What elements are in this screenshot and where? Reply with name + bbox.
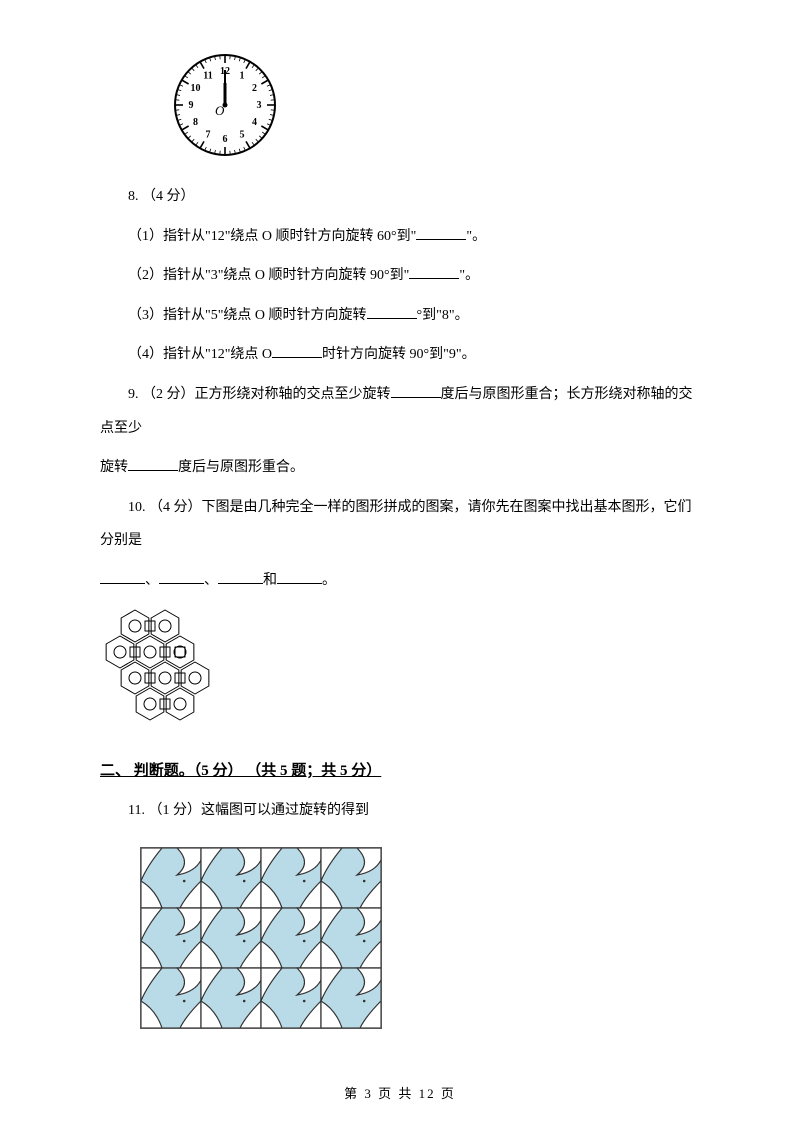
section2-title: 二、 判断题。（5 分） （共 5 题；共 5 分） — [100, 759, 700, 780]
q10-sep3: 和 — [263, 573, 277, 588]
svg-text:3: 3 — [257, 100, 262, 111]
q8-sub1-pre: （1）指针从"12"绕点 O 顺时针方向旋转 60°到" — [128, 229, 416, 244]
svg-text:2: 2 — [252, 83, 257, 94]
svg-text:7: 7 — [206, 129, 211, 140]
q8-sub2-pre: （2）指针从"3"绕点 O 顺时针方向旋转 90°到" — [128, 268, 409, 283]
q8-sub3: （3）指针从"5"绕点 O 顺时针方向旋转 °到"8"。 — [100, 299, 700, 333]
q8-label: 8. （4 分） — [100, 180, 700, 214]
q8-sub3-pre: （3）指针从"5"绕点 O 顺时针方向旋转 — [128, 308, 367, 323]
q10-line2: 、 、 和 。 — [100, 564, 700, 598]
q10-line1: 10. （4 分）下图是由几种完全一样的图形拼成的图案，请你先在图案中找出基本图… — [100, 491, 700, 558]
page-footer: 第 3 页 共 12 页 — [0, 1083, 800, 1102]
q9-pre: 9. （2 分）正方形绕对称轴的交点至少旋转 — [128, 387, 391, 402]
q9-line2-post: 度后与原图形重合。 — [178, 460, 304, 475]
q10-end: 。 — [322, 573, 336, 588]
svg-text:11: 11 — [203, 71, 212, 82]
q8-sub3-post: °到"8"。 — [417, 308, 469, 323]
q8-sub2: （2）指针从"3"绕点 O 顺时针方向旋转 90°到" "。 — [100, 259, 700, 293]
q10-sep2: 、 — [204, 573, 218, 588]
svg-text:6: 6 — [223, 134, 228, 145]
svg-text:10: 10 — [191, 83, 201, 94]
q11-figure — [140, 847, 700, 1034]
clock-svg: 121234567891011O — [170, 50, 280, 160]
q10-figure — [100, 606, 700, 741]
svg-text:8: 8 — [193, 117, 198, 128]
svg-text:4: 4 — [252, 117, 257, 128]
q8-sub1: （1）指针从"12"绕点 O 顺时针方向旋转 60°到" "。 — [100, 220, 700, 254]
blank — [100, 568, 145, 584]
q8-sub4: （4）指针从"12"绕点 O 时针方向旋转 90°到"9"。 — [100, 338, 700, 372]
tessellation-svg — [100, 606, 230, 736]
blank — [409, 263, 459, 279]
blank — [391, 382, 441, 398]
blank — [416, 224, 466, 240]
q8-sub2-post: "。 — [459, 268, 479, 283]
svg-text:9: 9 — [189, 100, 194, 111]
svg-text:5: 5 — [240, 129, 245, 140]
blank — [128, 455, 178, 471]
svg-text:1: 1 — [240, 71, 245, 82]
q11-text: 11. （1 分）这幅图可以通过旋转的得到 — [100, 794, 700, 828]
q8-sub4-post: 时针方向旋转 90°到"9"。 — [322, 347, 476, 362]
blank — [277, 568, 322, 584]
q9-line2-pre: 旋转 — [100, 460, 128, 475]
q8-sub1-post: "。 — [466, 229, 486, 244]
clock-figure: 121234567891011O — [170, 50, 700, 165]
blank — [272, 342, 322, 358]
blank — [218, 568, 263, 584]
pattern-svg — [140, 847, 382, 1029]
q10-sep1: 、 — [145, 573, 159, 588]
q8-sub4-pre: （4）指针从"12"绕点 O — [128, 347, 272, 362]
q9-line1: 9. （2 分）正方形绕对称轴的交点至少旋转度后与原图形重合；长方形绕对称轴的交… — [100, 378, 700, 445]
blank — [367, 303, 417, 319]
q9-line2: 旋转 度后与原图形重合。 — [100, 451, 700, 485]
blank — [159, 568, 204, 584]
